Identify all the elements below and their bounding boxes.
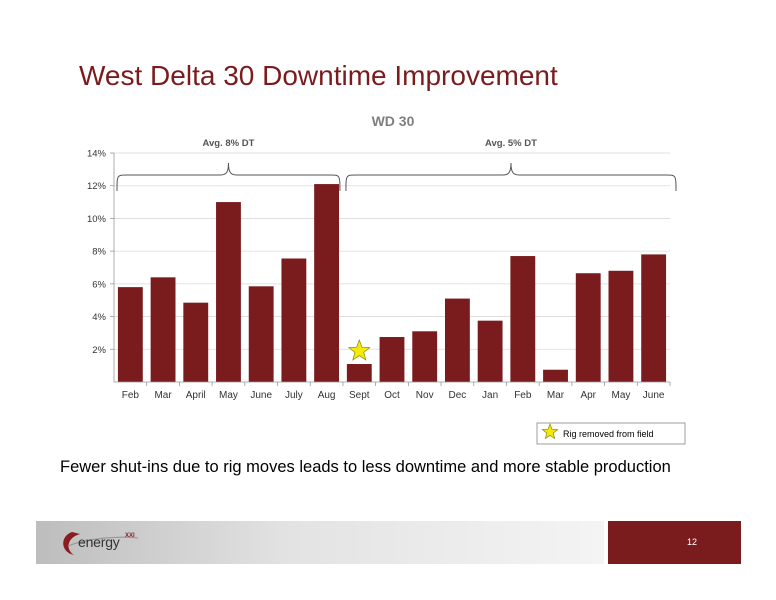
y-tick-label: 6% [92,279,106,290]
bar [379,337,405,382]
page-number: 12 [686,537,697,547]
annotation-label: Avg. 5% DT [485,138,537,149]
x-tick-label: July [285,390,303,401]
energy-logo-swoosh-icon [63,532,139,555]
x-tick-label: Aug [318,390,336,401]
bar [150,277,176,382]
x-tick-label: Nov [416,390,434,401]
bar [412,331,438,382]
x-axis-ticks: Feb Mar April May June July Aug Sept Oct Nov Dec Ja… [114,381,671,401]
y-axis-ticks: 2% 4% 6% 8% 10% 12% 14% [87,149,115,382]
y-tick-label: 8% [92,247,106,258]
y-tick-label: 10% [87,214,107,225]
x-tick-label: Oct [384,390,400,401]
footer-band [36,521,604,564]
star-icon [347,338,371,361]
bar [608,270,634,382]
bar [248,286,274,382]
legend-label: Rig removed from field [563,429,654,439]
markers [347,338,371,361]
x-tick-label: June [643,390,665,401]
bar [216,202,241,382]
x-tick-label: Feb [122,390,140,401]
logo-text: energy [78,534,120,550]
x-tick-label: June [250,390,272,401]
x-tick-label: Jan [482,390,498,401]
bar [543,369,568,382]
x-tick-label: May [611,390,630,401]
slide-title: West Delta 30 Downtime Improvement [79,60,558,91]
bar [641,254,667,382]
y-tick-label: 12% [87,181,107,192]
chart-title: WD 30 [372,113,415,129]
slide-caption: Fewer shut-ins due to rig moves leads to… [60,458,671,476]
annotations: Avg. 8% DT Avg. 5% DT [116,138,677,192]
y-tick-label: 2% [92,345,106,356]
bar [477,320,503,382]
x-tick-label: Mar [154,390,172,401]
x-tick-label: Feb [514,390,532,401]
x-tick-label: Sept [349,390,370,401]
bar [117,287,143,382]
annotation-label: Avg. 8% DT [203,138,255,149]
x-tick-label: May [219,390,238,401]
annotation-brace [345,162,677,192]
bar [444,298,470,382]
x-tick-label: Dec [449,390,467,401]
bar [575,273,601,382]
bar [510,256,536,382]
downtime-bar-chart: WD 30 2% 4% 6% 8% 10% 12% 14% Feb Mar April May Ju… [87,113,686,445]
x-tick-label: Mar [547,390,565,401]
bars [117,184,667,382]
bar [281,258,307,382]
bar [183,302,209,382]
x-tick-label: April [186,390,206,401]
y-tick-label: 14% [87,149,107,160]
bar [346,364,372,382]
logo-superscript: XXI [125,533,135,539]
annotation-brace [116,162,341,192]
legend: Rig removed from field [536,422,686,445]
star-icon [541,423,559,440]
y-tick-label: 4% [92,312,106,323]
bar [314,184,340,382]
legend-box [536,422,686,445]
page-number-box: 12 [608,521,741,564]
x-tick-label: Apr [580,390,596,401]
